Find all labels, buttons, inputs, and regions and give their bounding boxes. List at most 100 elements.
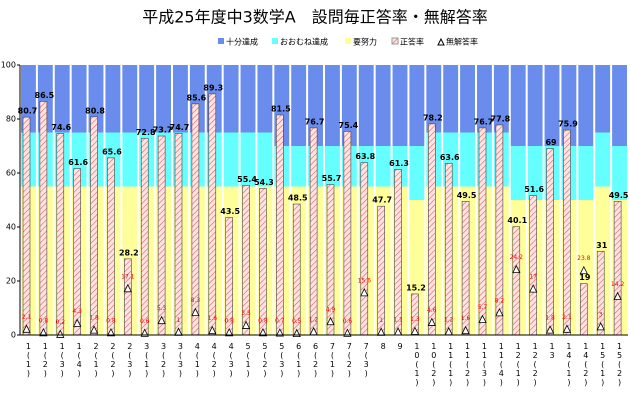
band-segment (477, 65, 492, 133)
band-segment (460, 65, 475, 133)
correct-rate-bar (107, 157, 115, 336)
x-tick-label: 10(2) (429, 342, 438, 387)
legend-label: 無解答率 (446, 37, 478, 47)
band-segment (409, 65, 425, 146)
correct-rate-bar (309, 127, 318, 336)
no-answer-marker (56, 329, 65, 338)
no-answer-label: 1 (177, 317, 181, 324)
x-tick-label: 15(1) (598, 342, 607, 387)
band-segment (325, 65, 340, 146)
band-segment (375, 65, 391, 146)
no-answer-label: 4.3 (72, 308, 82, 315)
no-answer-label: 0.8 (106, 317, 116, 324)
correct-rate-label: 47.7 (372, 196, 392, 205)
x-tick-label: 4(2) (210, 342, 219, 378)
y-tick-label: 0 (11, 331, 16, 340)
x-tick-label: 7(1) (328, 342, 337, 378)
band-segment (291, 146, 307, 187)
band-segment (612, 65, 627, 146)
correct-rate-bar (428, 123, 436, 336)
no-answer-label: 0.5 (292, 318, 302, 325)
no-answer-marker (579, 265, 588, 275)
no-answer-label: 17 (529, 274, 537, 281)
y-tick-label: 100 (1, 61, 16, 70)
correct-rate-label: 43.5 (220, 207, 240, 216)
no-answer-marker (478, 314, 487, 324)
band-segment (443, 65, 459, 133)
correct-rate-label: 49.5 (609, 191, 629, 200)
no-answer-label: 1 (379, 317, 383, 324)
no-answer-label: 0.8 (39, 317, 49, 324)
correct-rate-label: 69 (545, 138, 557, 147)
x-tick-label: 9 (396, 342, 405, 351)
band-segment (341, 65, 357, 146)
no-answer-label: 1.6 (461, 315, 471, 322)
correct-rate-bar (124, 258, 132, 336)
correct-rate-label: 63.6 (440, 153, 460, 162)
correct-rate-label: 76.7 (305, 117, 325, 126)
no-answer-label: 15.6 (358, 277, 372, 284)
correct-rate-label: 80.8 (85, 106, 105, 115)
correct-rate-label: 54.3 (254, 178, 274, 187)
band-segment (173, 65, 188, 133)
band-segment (544, 65, 560, 146)
correct-rate-label: 51.6 (524, 185, 544, 194)
band-segment (223, 65, 239, 133)
no-answer-label: 23.8 (577, 255, 591, 262)
band-segment (578, 146, 594, 200)
correct-rate-bar (276, 114, 284, 336)
correct-rate-label: 85.6 (187, 93, 207, 102)
no-answer-marker (495, 307, 504, 317)
no-answer-marker (275, 328, 284, 337)
x-tick-label: 2(1) (92, 342, 101, 378)
legend-swatch (272, 38, 278, 44)
correct-rate-label: 65.6 (102, 147, 122, 156)
x-tick-label: 3(3) (176, 342, 185, 378)
correct-rate-label: 28.2 (119, 248, 139, 257)
band-segment (223, 132, 239, 187)
band-segment (240, 132, 256, 187)
no-answer-label: 1.8 (545, 315, 555, 322)
no-answer-label: 17.1 (121, 273, 135, 280)
correct-rate-bar (140, 138, 149, 336)
x-tick-label: 1(2) (41, 342, 50, 378)
correct-rate-bar (22, 116, 31, 336)
no-answer-marker (613, 291, 622, 301)
x-tick-label: 10(1) (412, 342, 421, 387)
x-tick-label: 3(1) (142, 342, 151, 378)
x-tick-label: 7(2) (345, 342, 354, 378)
correct-rate-label: 73.7 (153, 126, 173, 135)
band-segment (375, 146, 391, 187)
x-tick-label: 2(3) (125, 342, 134, 378)
correct-rate-label: 75.4 (339, 121, 359, 130)
x-tick-label: 8 (379, 342, 388, 351)
correct-rate-label: 63.8 (355, 152, 375, 161)
correct-rate-label: 15.2 (406, 283, 426, 292)
legend-swatch (391, 37, 399, 45)
legend-label: 要努力 (353, 37, 377, 47)
band-segment (561, 65, 577, 146)
legend-swatch (345, 38, 351, 44)
no-answer-label: 0.8 (224, 317, 234, 324)
correct-rate-label: 55.4 (237, 175, 257, 184)
x-tick-label: 14(2) (581, 342, 590, 387)
x-tick-label: 4(3) (227, 342, 236, 378)
no-answer-label: 1.6 (208, 315, 218, 322)
no-answer-marker (157, 315, 166, 325)
correct-rate-bar (360, 162, 369, 336)
no-answer-marker (545, 325, 555, 334)
no-answer-marker (208, 325, 217, 335)
no-answer-marker (360, 287, 369, 297)
correct-rate-bar (512, 226, 521, 336)
correct-rate-bar (613, 201, 622, 336)
legend-marker (437, 37, 445, 46)
x-tick-label: 3(2) (159, 342, 168, 378)
no-answer-label: 1.8 (89, 315, 99, 322)
no-answer-marker (427, 317, 436, 326)
band-segment (595, 65, 611, 133)
band-segment (612, 146, 627, 200)
correct-rate-bar (208, 93, 217, 336)
band-segment (460, 132, 475, 187)
band-segment (105, 65, 121, 133)
no-answer-marker (123, 283, 132, 293)
